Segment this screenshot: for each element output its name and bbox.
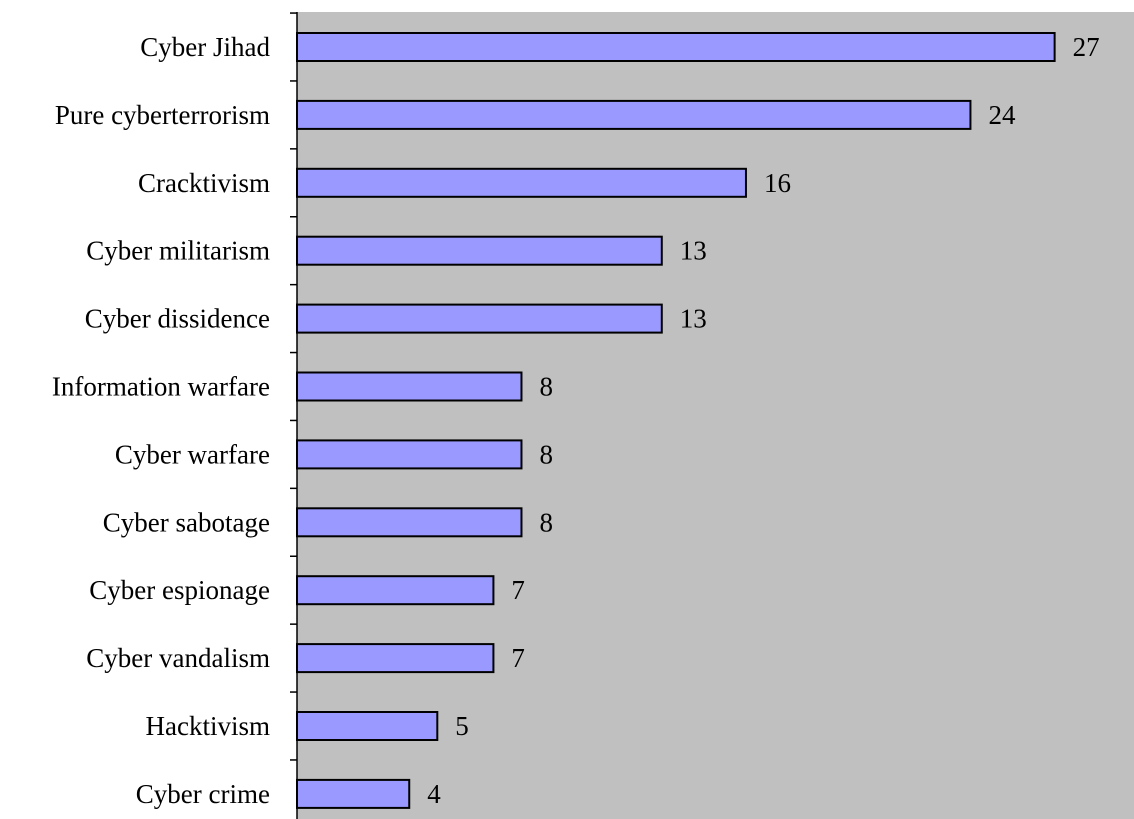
category-label: Pure cyberterrorism (55, 100, 270, 130)
category-label: Hacktivism (146, 711, 270, 741)
data-label: 7 (511, 575, 525, 605)
bar (296, 99, 972, 130)
category-label: Cracktivism (138, 168, 270, 198)
bar (296, 167, 747, 198)
category-label: Cyber Jihad (140, 32, 270, 62)
category-label: Cyber espionage (89, 575, 270, 605)
plot-area (297, 12, 1134, 819)
data-label: 8 (539, 372, 553, 402)
category-label: Cyber dissidence (85, 304, 270, 334)
category-label: Information warfare (52, 372, 270, 402)
data-label: 8 (539, 507, 553, 537)
category-label: Cyber warfare (115, 439, 270, 469)
data-label: 5 (455, 711, 469, 741)
category-label: Cyber crime (136, 779, 270, 809)
axis-ticks (290, 12, 297, 761)
bar (296, 575, 495, 606)
bar (296, 371, 523, 402)
bar (296, 303, 663, 334)
bar (296, 778, 411, 809)
data-label: 4 (427, 779, 441, 809)
bar (296, 711, 439, 741)
bar (296, 643, 495, 674)
data-label: 27 (1073, 32, 1100, 62)
bar (296, 235, 663, 266)
category-labels: Cyber Jihad Pure cyberterrorism Cracktivis… (52, 32, 271, 809)
category-label: Cyber sabotage (103, 507, 270, 537)
value-labels: 27 24 16 13 13 8 8 8 7 7 5 4 (427, 32, 1099, 809)
data-label: 13 (680, 304, 707, 334)
data-label: 24 (988, 100, 1016, 130)
bar (296, 32, 1056, 62)
bar-group (296, 32, 1056, 809)
bar (296, 507, 523, 538)
data-label: 16 (764, 168, 791, 198)
category-label: Cyber vandalism (86, 643, 270, 673)
bar (296, 439, 523, 470)
data-label: 8 (539, 439, 553, 469)
data-label: 7 (511, 643, 525, 673)
data-label: 13 (680, 236, 707, 266)
category-label: Cyber militarism (86, 236, 270, 266)
